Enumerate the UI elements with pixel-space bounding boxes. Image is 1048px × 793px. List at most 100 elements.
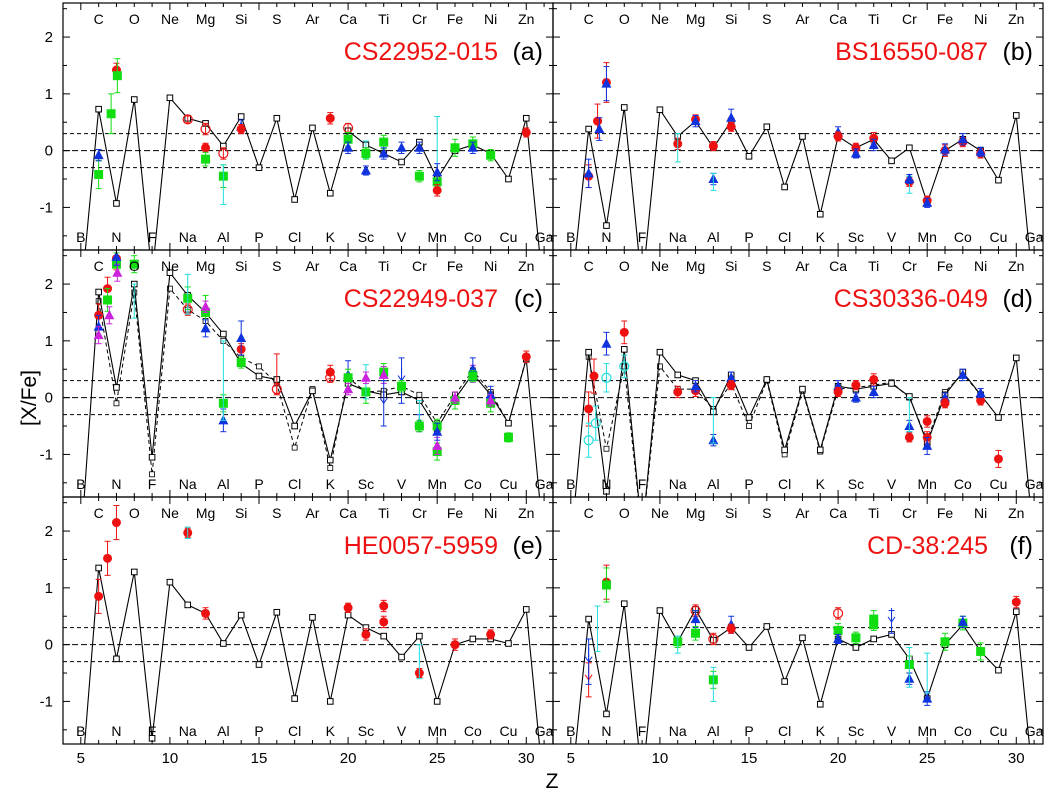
model-marker <box>416 632 423 640</box>
model-marker <box>522 606 530 613</box>
element-label-bottom: Na <box>669 476 687 492</box>
model-marker <box>781 678 788 685</box>
plot-area <box>84 505 540 744</box>
element-label-bottom: N <box>111 229 121 245</box>
data-point <box>343 142 354 152</box>
model-marker <box>1012 112 1020 119</box>
data-point <box>236 357 246 367</box>
data-point <box>869 374 879 384</box>
panels-layer: -1 0 1 2 C O Ne Mg Si S Ar Ca Ti Cr Fe Ni Zn B N F Na Al P Cl K S… <box>40 2 1044 767</box>
model-marker <box>781 183 788 191</box>
element-label-bottom: V <box>887 723 897 739</box>
element-label-top: C <box>94 505 104 521</box>
model-marker <box>398 158 405 166</box>
model-marker-dashed <box>640 531 645 536</box>
x-tick-label: 20 <box>340 750 357 767</box>
model-marker <box>130 568 138 576</box>
model-marker <box>255 661 263 668</box>
element-label-bottom: Ga <box>535 229 554 245</box>
data-point <box>432 166 443 177</box>
model-marker <box>95 105 102 113</box>
element-label-top: O <box>129 505 140 521</box>
element-label-top: Fe <box>937 11 954 27</box>
model-marker <box>799 385 806 393</box>
element-label-top: Ne <box>161 11 179 27</box>
element-label-bottom: Sc <box>848 476 864 492</box>
y-tick-label: 2 <box>45 276 53 293</box>
data-point <box>940 637 950 647</box>
data-point <box>106 109 116 119</box>
element-label-top: Ni <box>484 258 497 274</box>
element-label-bottom: V <box>887 229 897 245</box>
element-label-bottom: Mn <box>427 229 446 245</box>
x-tick-label: 5 <box>77 750 85 767</box>
element-label-top: Ca <box>339 505 357 521</box>
data-point <box>103 295 113 305</box>
element-label-top: Ni <box>974 11 987 27</box>
data-point <box>601 338 612 348</box>
model-marker <box>1012 608 1020 615</box>
data-point <box>378 147 389 158</box>
data-point <box>236 124 246 134</box>
model-marker <box>326 456 334 464</box>
data-point <box>521 127 531 137</box>
data-point <box>111 518 121 528</box>
data-point <box>485 389 496 399</box>
model-marker <box>309 387 316 395</box>
element-label-top: O <box>129 258 140 274</box>
element-label-top: Cr <box>412 505 427 521</box>
y-tick-label: 0 <box>45 637 53 654</box>
model-line-dashed <box>588 356 982 497</box>
data-point <box>129 259 139 269</box>
data-point <box>833 387 843 397</box>
element-label-top: Ne <box>651 505 669 521</box>
data-point <box>957 369 968 379</box>
data-point <box>343 603 353 613</box>
plot-area <box>575 62 1030 250</box>
data-point <box>325 113 335 123</box>
element-label-top: Si <box>235 258 247 274</box>
data-point <box>583 167 594 178</box>
element-label-top: S <box>762 258 771 274</box>
data-point <box>343 134 353 144</box>
element-label-bottom: B <box>566 723 575 739</box>
data-point <box>690 115 701 126</box>
data-point <box>325 372 336 383</box>
data-point <box>271 384 282 395</box>
data-point <box>236 332 247 343</box>
element-label-top: Ti <box>868 505 879 521</box>
element-label-top: Ti <box>378 505 389 521</box>
data-point <box>976 395 986 405</box>
element-label-top: Mg <box>686 258 705 274</box>
model-marker <box>763 123 771 131</box>
upper-limit-arrow <box>584 656 593 663</box>
model-marker <box>620 104 628 111</box>
data-point <box>103 553 113 563</box>
model-marker <box>273 608 281 616</box>
element-label-bottom: K <box>816 723 826 739</box>
element-label-bottom: F <box>638 476 647 492</box>
model-marker <box>433 698 441 705</box>
data-point <box>396 142 407 152</box>
element-label-bottom: Na <box>179 229 197 245</box>
data-point <box>200 123 211 135</box>
element-label-bottom: Al <box>217 229 229 245</box>
model-marker <box>888 157 895 165</box>
model-marker <box>184 601 192 609</box>
data-point <box>850 392 861 402</box>
model-marker <box>656 106 664 114</box>
data-point <box>690 613 701 624</box>
element-label-top: Cr <box>412 258 427 274</box>
element-label-bottom: Al <box>217 723 229 739</box>
element-label-top: Zn <box>518 11 534 27</box>
element-label-bottom: Cu <box>500 476 518 492</box>
element-label-bottom: N <box>601 229 611 245</box>
model-marker <box>816 700 824 708</box>
star-name: CS22949-037 <box>344 285 498 313</box>
data-point <box>904 432 914 442</box>
model-marker <box>166 94 174 102</box>
data-point <box>673 387 683 397</box>
element-label-top: Ne <box>161 505 179 521</box>
element-label-bottom: B <box>76 476 85 492</box>
